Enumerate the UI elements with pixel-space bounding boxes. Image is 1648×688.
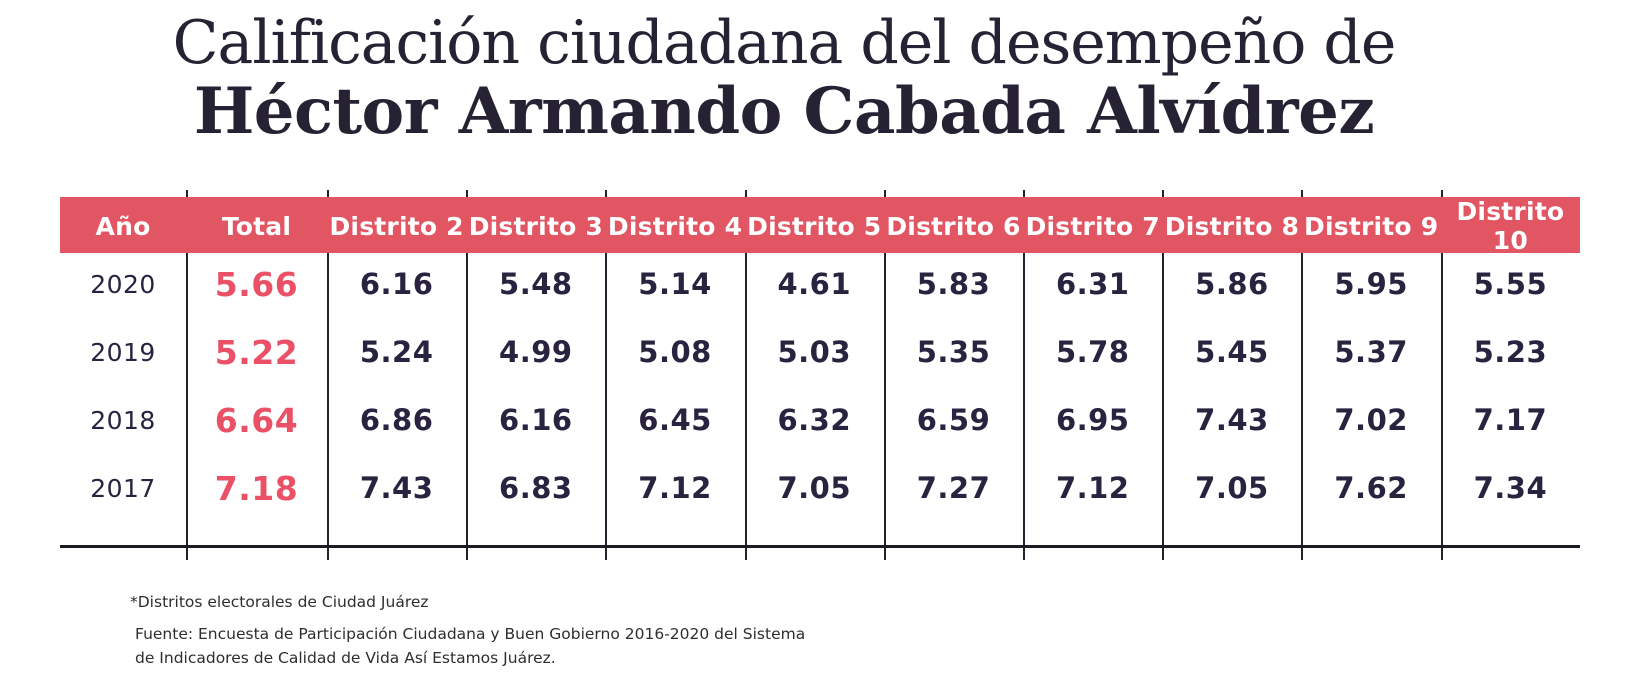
column-divider xyxy=(327,190,329,560)
district-cell: 5.03 xyxy=(777,335,852,369)
district-cell: 7.02 xyxy=(1334,403,1408,437)
title-line-2: Héctor Armando Cabada Alvídrez xyxy=(193,74,1375,149)
district-cell: 7.43 xyxy=(359,471,434,505)
district-cell: 6.86 xyxy=(359,403,434,437)
column-header-distrito-5: Distrito 5 xyxy=(747,211,882,241)
district-cell: 6.95 xyxy=(1055,403,1130,437)
district-cell: 6.16 xyxy=(359,267,434,301)
table-body: 2020 5.66 6.16 5.48 5.14 4.61 5.83 6.31 5.86 5.95… xyxy=(60,250,1580,522)
district-cell: 4.99 xyxy=(499,335,573,369)
page-title: Calificación ciudadana del desempeño de … xyxy=(0,10,1648,145)
district-cell: 5.45 xyxy=(1195,335,1269,369)
column-divider xyxy=(466,190,468,560)
column-header-distrito-2: Distrito 2 xyxy=(329,211,464,241)
footnote-districts: *Distritos electorales de Ciudad Juárez xyxy=(130,593,429,611)
district-cell: 6.32 xyxy=(777,403,852,437)
total-cell: 6.64 xyxy=(214,400,299,440)
table-row-2020: 2020 5.66 6.16 5.48 5.14 4.61 5.83 6.31 5.86 5.95… xyxy=(60,250,1580,318)
column-divider xyxy=(1162,190,1164,560)
district-cell: 7.27 xyxy=(916,471,991,505)
total-cell: 7.18 xyxy=(214,468,299,508)
column-header-distrito-7: Distrito 7 xyxy=(1025,211,1160,241)
district-cell: 6.59 xyxy=(916,403,991,437)
district-cell: 7.62 xyxy=(1334,471,1408,505)
footnotes: *Distritos electorales de Ciudad Juárez … xyxy=(130,591,825,670)
column-divider xyxy=(605,190,607,560)
district-cell: 7.12 xyxy=(1055,471,1130,505)
district-cell: 5.78 xyxy=(1055,335,1130,369)
column-header-distrito-8: Distrito 8 xyxy=(1164,211,1300,241)
column-header-distrito-6: Distrito 6 xyxy=(886,211,1021,241)
column-header-total: Total xyxy=(221,211,292,241)
district-cell: 5.48 xyxy=(499,267,573,301)
district-cell: 5.86 xyxy=(1195,267,1269,301)
district-cell: 7.05 xyxy=(777,471,852,505)
column-divider xyxy=(745,190,747,560)
year-cell: 2017 xyxy=(90,473,156,503)
column-divider xyxy=(186,190,188,560)
table-row-2017: 2017 7.18 7.43 6.83 7.12 7.05 7.27 7.12 7.05 7.62… xyxy=(60,454,1580,522)
table-header-row: Año Total Distrito 2 Distrito 3 Distrito 4 Di… xyxy=(60,197,1580,255)
column-header-distrito-9: Distrito 9 xyxy=(1304,211,1439,241)
table-row-2019: 2019 5.22 5.24 4.99 5.08 5.03 5.35 5.78 5.45 5.37… xyxy=(60,318,1580,386)
district-cell: 6.16 xyxy=(499,403,573,437)
district-cell: 5.14 xyxy=(638,267,712,301)
district-cell: 5.83 xyxy=(916,267,991,301)
column-header-distrito-3: Distrito 3 xyxy=(468,211,603,241)
column-header-año: Año xyxy=(95,211,151,241)
district-cell: 5.24 xyxy=(359,335,434,369)
title-line-1: Calificación ciudadana del desempeño de xyxy=(172,8,1397,78)
district-cell: 6.31 xyxy=(1055,267,1130,301)
district-cell: 5.23 xyxy=(1473,335,1548,369)
column-divider xyxy=(1301,190,1303,560)
district-cell: 7.05 xyxy=(1195,471,1269,505)
district-cell: 5.08 xyxy=(638,335,712,369)
column-header-distrito-4: Distrito 4 xyxy=(607,211,743,241)
year-cell: 2018 xyxy=(90,405,156,435)
district-cell: 5.35 xyxy=(916,335,991,369)
district-cell: 6.83 xyxy=(499,471,573,505)
column-divider xyxy=(884,190,886,560)
district-cell: 7.12 xyxy=(638,471,712,505)
column-header-distrito-10: Distrito 10 xyxy=(1456,197,1565,255)
column-divider xyxy=(1023,190,1025,560)
district-cell: 7.34 xyxy=(1473,471,1548,505)
footnote-source: Fuente: Encuesta de Participación Ciudad… xyxy=(135,625,806,667)
district-cell: 6.45 xyxy=(638,403,712,437)
total-cell: 5.66 xyxy=(214,264,299,304)
table-bottom-rule xyxy=(60,545,1580,548)
year-cell: 2020 xyxy=(90,269,156,299)
district-cell: 5.37 xyxy=(1334,335,1408,369)
district-cell: 4.61 xyxy=(777,267,852,301)
district-cell: 7.43 xyxy=(1195,403,1269,437)
district-cell: 5.55 xyxy=(1473,267,1548,301)
total-cell: 5.22 xyxy=(214,332,299,372)
district-cell: 7.17 xyxy=(1473,403,1548,437)
table-row-2018: 2018 6.64 6.86 6.16 6.45 6.32 6.59 6.95 7.43 7.02… xyxy=(60,386,1580,454)
year-cell: 2019 xyxy=(90,337,156,367)
ratings-table: Año Total Distrito 2 Distrito 3 Distrito 4 Di… xyxy=(60,190,1580,575)
district-cell: 5.95 xyxy=(1334,267,1408,301)
column-divider xyxy=(1441,190,1443,560)
